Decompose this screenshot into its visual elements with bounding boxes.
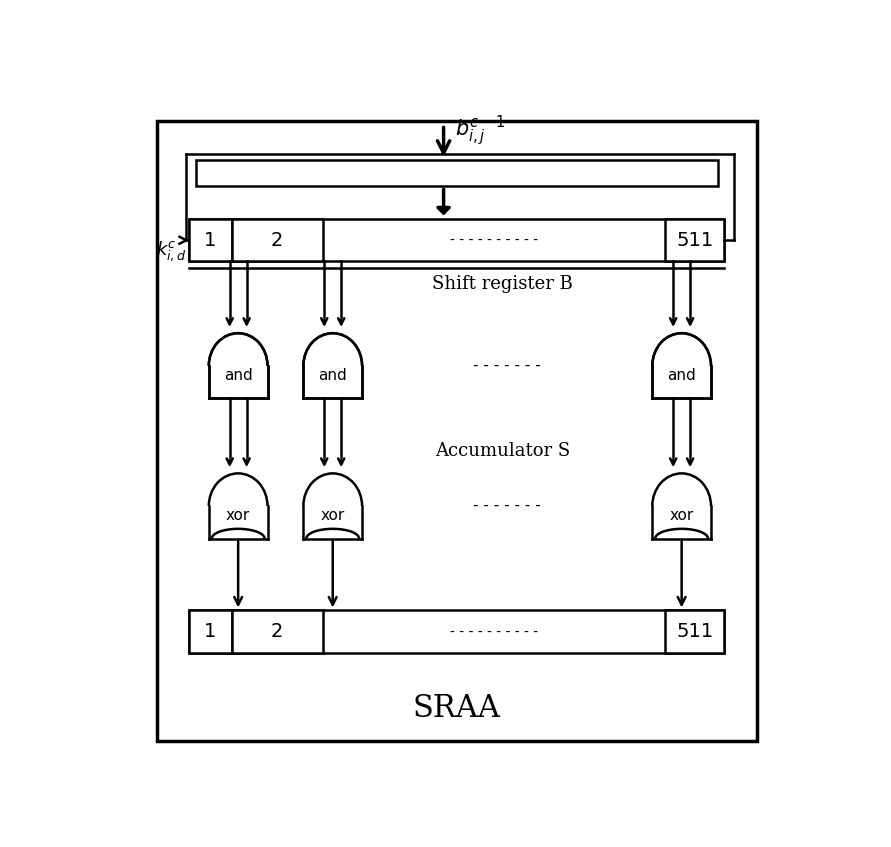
Text: xor: xor	[226, 508, 250, 523]
Text: - - - - - - - - - -: - - - - - - - - - -	[450, 624, 538, 639]
Bar	[666, 219, 724, 262]
Text: 1: 1	[204, 622, 217, 641]
Text: Accumulator S: Accumulator S	[435, 441, 570, 460]
Bar	[232, 611, 323, 653]
Polygon shape	[303, 333, 362, 398]
Text: and: and	[224, 368, 252, 383]
Polygon shape	[208, 333, 267, 398]
Text: 511: 511	[676, 622, 714, 641]
Text: xor: xor	[669, 508, 694, 523]
Text: 2: 2	[271, 230, 283, 250]
Text: 511: 511	[676, 230, 714, 250]
Text: 1: 1	[204, 230, 217, 250]
Text: - - - - - - -: - - - - - - -	[473, 499, 541, 513]
Polygon shape	[303, 473, 362, 539]
Text: $k_{i,d}^{c}$: $k_{i,d}^{c}$	[156, 239, 186, 263]
Text: and: and	[318, 368, 347, 383]
Text: - - - - - - -: - - - - - - -	[473, 358, 541, 374]
Polygon shape	[652, 333, 711, 398]
Text: - - - - - - - - - -: - - - - - - - - - -	[450, 233, 538, 247]
Text: Shift register B: Shift register B	[432, 275, 573, 293]
Text: SRAA: SRAA	[413, 693, 501, 723]
Text: $b_{i,j}^{c-1}$: $b_{i,j}^{c-1}$	[455, 113, 506, 148]
Bar	[666, 611, 724, 653]
Text: xor: xor	[321, 508, 345, 523]
Polygon shape	[652, 473, 711, 539]
Bar	[189, 219, 232, 262]
Text: and: and	[667, 368, 696, 383]
Bar	[189, 611, 232, 653]
Bar	[189, 611, 724, 653]
Bar	[196, 160, 717, 186]
Bar	[189, 219, 724, 262]
Polygon shape	[208, 473, 267, 539]
Bar	[232, 219, 323, 262]
Text: 2: 2	[271, 622, 283, 641]
